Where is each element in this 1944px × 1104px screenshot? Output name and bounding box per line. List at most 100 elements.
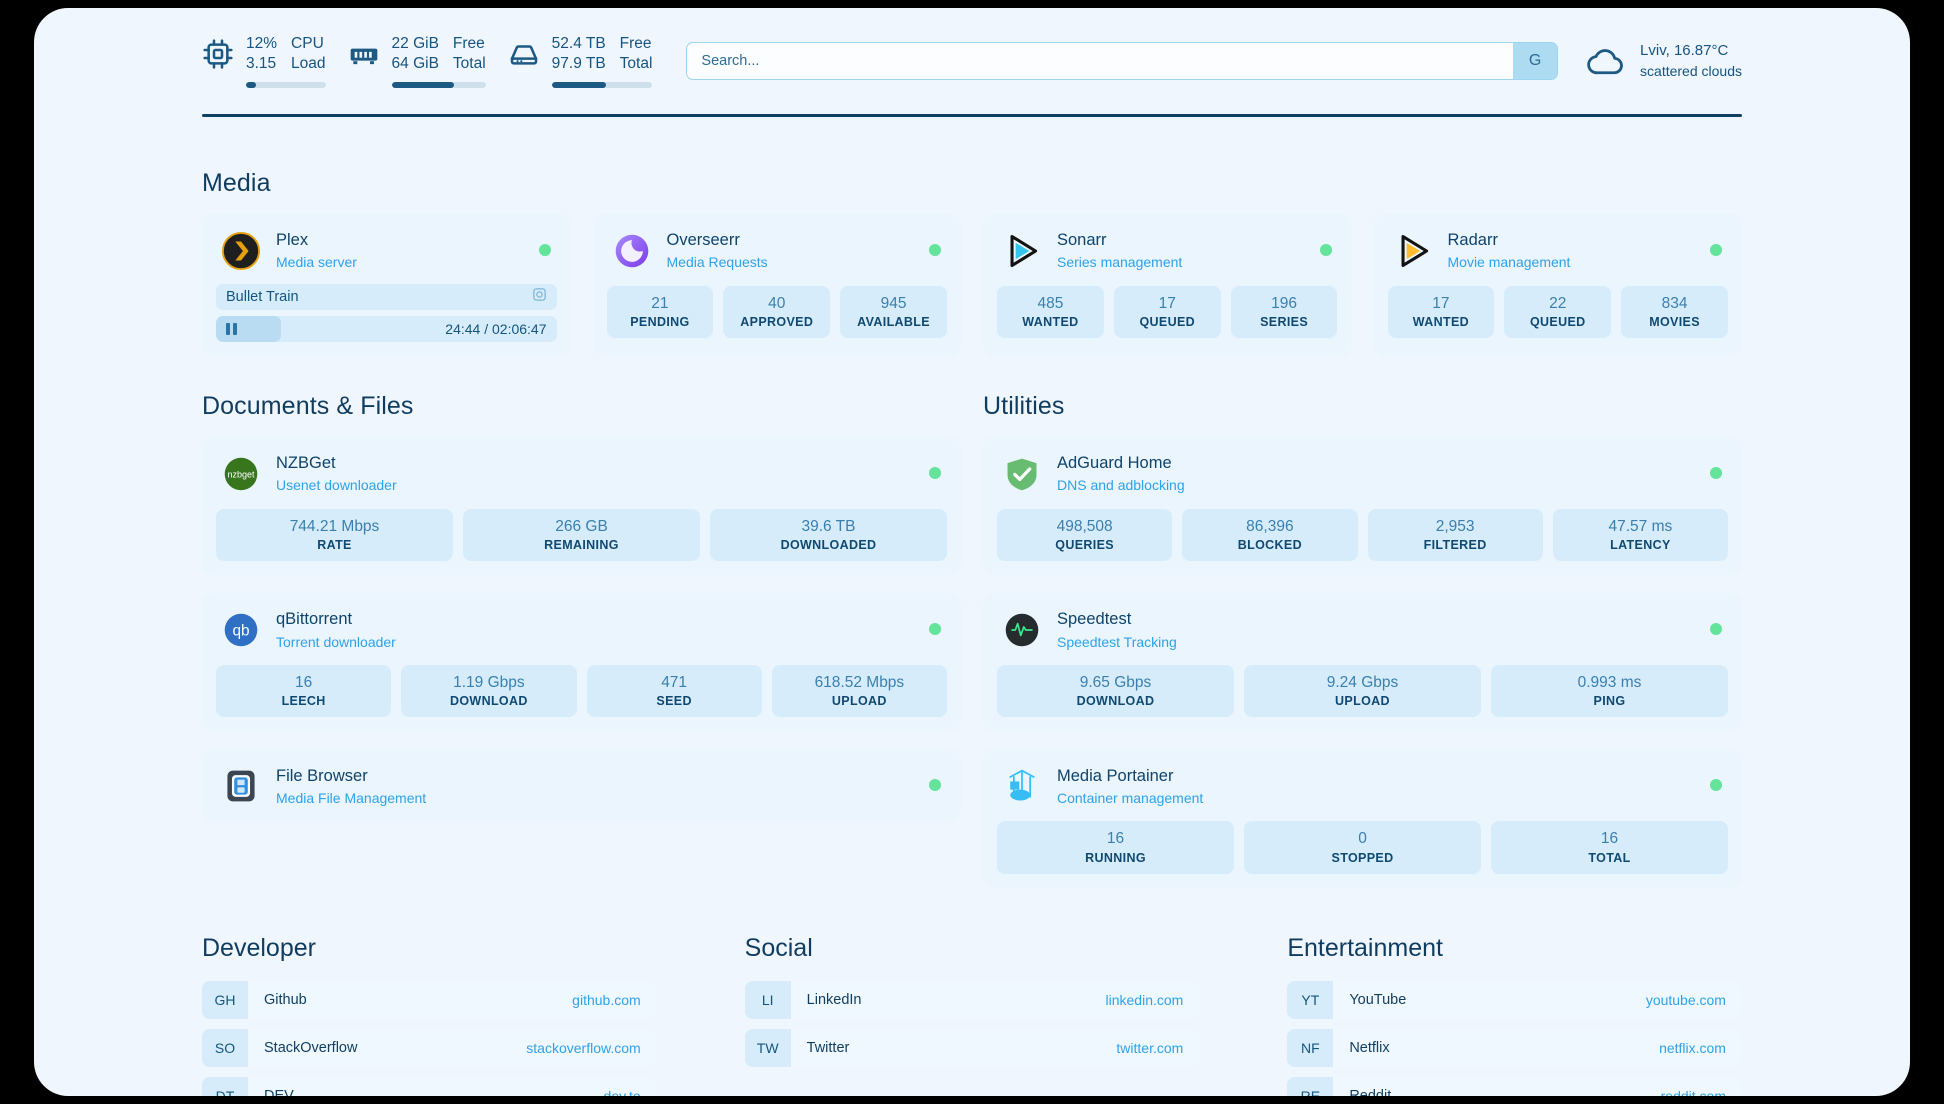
stat-label: QUEUED [1529, 315, 1586, 330]
bookmark-item[interactable]: SO StackOverflow stackoverflow.com [202, 1028, 657, 1067]
stat-tiles: 16 LEECH 1.19 Gbps DOWNLOAD 471 SEED [216, 665, 947, 718]
documents-column: Documents & Files nzbget [202, 356, 961, 888]
bookmark-item[interactable]: TW Twitter twitter.com [744, 1028, 1200, 1067]
bookmark-name: DEV [264, 1087, 294, 1096]
search-input[interactable] [687, 42, 1514, 79]
service-card-nzbget[interactable]: nzbget NZBGet Usenet downloader 74 [202, 436, 961, 576]
status-indicator-online [1710, 243, 1722, 256]
stat-tile: 47.57 ms LATENCY [1552, 508, 1728, 562]
service-card-file-browser[interactable]: File Browser Media File Management [202, 749, 961, 822]
bookmark-url: stackoverflow.com [526, 1039, 641, 1056]
stat-tile: 39.6 TB DOWNLOADED [710, 508, 947, 562]
bookmark-item[interactable]: LI LinkedIn linkedin.com [744, 980, 1200, 1019]
bookmark-item[interactable]: GH Github github.com [202, 980, 657, 1019]
search-area: G [686, 41, 1559, 80]
service-name: qBittorrent [276, 610, 353, 629]
bookmark-item[interactable]: DT DEV dev.to [202, 1076, 657, 1096]
stat-label: APPROVED [740, 315, 814, 330]
dashboard-screen: 12% 3.15 CPU Load [34, 8, 1910, 1096]
bookmark-url: youtube.com [1645, 991, 1726, 1008]
bookmark-group-title: Developer [202, 933, 316, 962]
service-description: Speedtest Tracking [1057, 633, 1177, 650]
bookmark-name: LinkedIn [806, 991, 862, 1008]
bookmark-item[interactable]: RE Reddit reddit.com [1287, 1076, 1742, 1096]
stat-label: RUNNING [1085, 850, 1146, 865]
bookmark-name: StackOverflow [264, 1039, 358, 1056]
stat-value: 1.19 Gbps [453, 674, 525, 692]
stat-label: PENDING [630, 315, 690, 330]
bookmark-tag: DT [202, 1076, 248, 1096]
svg-text:qb: qb [232, 622, 249, 639]
now-playing-bar[interactable]: Bullet Train [216, 283, 557, 310]
stat-tile: 21 PENDING [606, 285, 714, 339]
radarr-icon [1392, 230, 1434, 272]
bookmark-group-title: Entertainment [1287, 933, 1443, 962]
stat-tile: 86,396 BLOCKED [1182, 508, 1358, 562]
stat-tile: 40 APPROVED [723, 285, 831, 339]
stat-tile: 17 WANTED [1387, 285, 1495, 339]
service-card-radarr[interactable]: Radarr Movie management 17 WANTED 22 QUE… [1373, 213, 1742, 356]
adguard-shield-icon [1001, 453, 1043, 495]
stat-label: STOPPED [1331, 850, 1394, 865]
memory-total-value: 64 GiB [391, 54, 439, 72]
service-card-qbittorrent[interactable]: qb qBittorrent Torrent downloader [202, 593, 961, 732]
service-description: DNS and adblocking [1057, 477, 1185, 494]
bookmark-item[interactable]: NF Netflix netflix.com [1287, 1028, 1742, 1067]
stat-tiles: 21 PENDING 40 APPROVED 945 AVAILABLE [606, 285, 948, 339]
service-card-speedtest[interactable]: Speedtest Speedtest Tracking 9.65 Gbps D… [983, 593, 1742, 732]
ram-icon [348, 38, 380, 70]
bookmark-url: github.com [572, 991, 641, 1008]
card-header: Sonarr Series management [997, 228, 1338, 272]
stat-tile: 196 SERIES [1230, 285, 1338, 339]
media-card-row: Plex Media server Bullet Train [202, 213, 1742, 356]
stat-memory: 22 GiB 64 GiB Free Total [348, 34, 486, 88]
bookmark-group-title: Social [744, 933, 813, 962]
service-card-plex[interactable]: Plex Media server Bullet Train [202, 213, 571, 356]
card-header: Radarr Movie management [1388, 228, 1729, 272]
card-header: Speedtest Speedtest Tracking [997, 607, 1728, 651]
bookmark-tag: YT [1287, 980, 1334, 1019]
stop-circle-icon[interactable] [532, 287, 547, 307]
stat-value: 834 [1661, 294, 1688, 312]
playback-progress-bar[interactable]: 24:44 / 02:06:47 [216, 315, 557, 342]
stat-tile: 22 QUEUED [1504, 285, 1612, 339]
section-title-media: Media [202, 168, 271, 197]
disk-usage-bar [551, 81, 653, 88]
service-description: Torrent downloader [276, 633, 396, 650]
stat-value: 40 [768, 294, 786, 312]
stat-value: 16 [1600, 830, 1619, 848]
cloud-icon [1586, 43, 1626, 79]
bookmark-group-entertainment: Entertainment YT YouTube youtube.com NF … [1287, 934, 1742, 1096]
stat-value: 39.6 TB [801, 517, 856, 535]
memory-usage-bar [391, 81, 486, 88]
search-box[interactable]: G [686, 41, 1559, 80]
stat-tile: 9.65 Gbps DOWNLOAD [997, 665, 1234, 718]
stat-value: 618.52 Mbps [814, 674, 905, 692]
stat-tile: 485 WANTED [997, 285, 1104, 339]
stat-label: PING [1593, 694, 1626, 709]
service-name: AdGuard Home [1057, 453, 1172, 472]
service-description: Container management [1057, 790, 1204, 807]
disk-free-value: 52.4 TB [551, 35, 606, 52]
stat-tile: 266 GB REMAINING [463, 508, 700, 562]
bookmark-name: Reddit [1349, 1087, 1392, 1096]
bookmark-tag: LI [744, 980, 791, 1019]
stat-tiles: 17 WANTED 22 QUEUED 834 MOVIES [1387, 285, 1729, 339]
service-name: Speedtest [1057, 610, 1132, 629]
cpu-usage-value: 12% [246, 35, 278, 52]
stat-tile: 834 MOVIES [1621, 285, 1728, 339]
stat-tiles: 498,508 QUERIES 86,396 BLOCKED 2,953 FIL… [997, 508, 1728, 562]
service-card-overseerr[interactable]: Overseerr Media Requests 21 PENDING 40 A… [592, 213, 961, 356]
stat-tiles: 485 WANTED 17 QUEUED 196 SERIES [997, 285, 1338, 339]
service-card-sonarr[interactable]: Sonarr Series management 485 WANTED 17 Q… [983, 213, 1352, 356]
bookmark-tag: NF [1287, 1028, 1334, 1067]
google-search-icon[interactable]: G [1513, 42, 1558, 79]
service-card-adguard-home[interactable]: AdGuard Home DNS and adblocking 498,508 … [983, 436, 1742, 576]
top-bar: 12% 3.15 CPU Load [202, 8, 1742, 88]
bookmark-item[interactable]: YT YouTube youtube.com [1287, 980, 1742, 1019]
pause-icon[interactable] [226, 322, 237, 335]
section-title-documents: Documents & Files [202, 391, 414, 420]
service-card-media-portainer[interactable]: Media Portainer Container management 16 … [983, 749, 1742, 888]
overseerr-icon [611, 230, 653, 272]
nzbget-icon: nzbget [220, 453, 262, 495]
